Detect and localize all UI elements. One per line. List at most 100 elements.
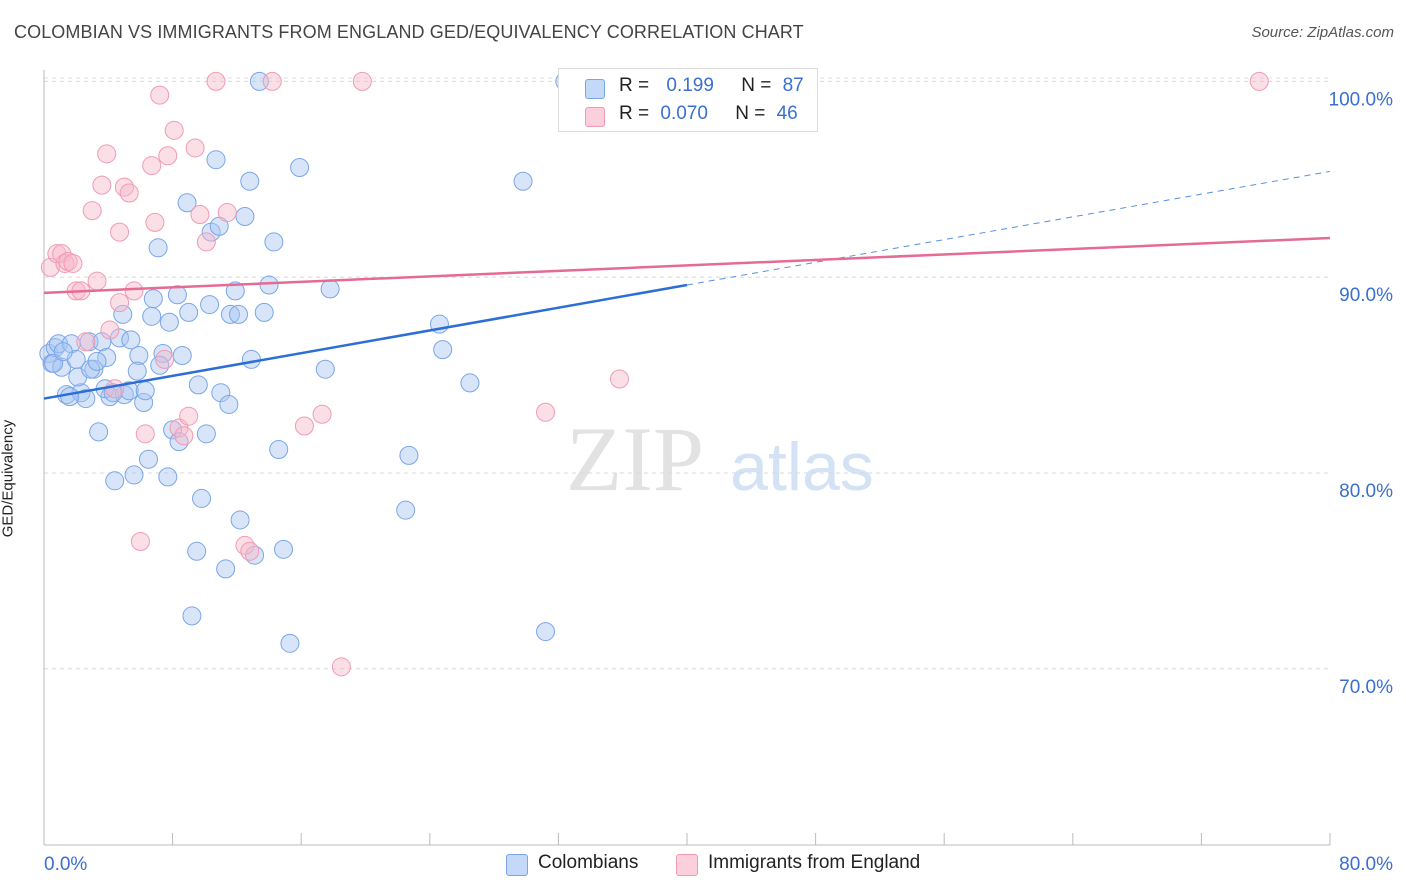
point-england xyxy=(110,222,130,242)
point-colombians xyxy=(138,449,158,469)
legend-n-label: N = xyxy=(735,103,766,124)
point-england xyxy=(142,156,162,176)
point-england xyxy=(124,281,144,301)
point-colombians xyxy=(315,359,335,379)
point-colombians xyxy=(399,445,419,465)
point-colombians xyxy=(460,373,480,393)
point-colombians xyxy=(225,281,245,301)
bottom-legend-swatch-colombians xyxy=(506,854,528,876)
point-england xyxy=(105,379,125,399)
point-england xyxy=(196,232,216,252)
point-colombians xyxy=(76,389,96,409)
point-colombians xyxy=(254,302,274,322)
trend-line-colombians-extrapolated xyxy=(686,170,1331,286)
point-colombians xyxy=(177,193,197,213)
source-label: Source: ZipAtlas.com xyxy=(1251,24,1394,41)
legend-r-value: 0.070 xyxy=(660,103,708,124)
x-tick-label-min: 0.0% xyxy=(44,854,87,875)
point-england xyxy=(150,85,170,105)
point-england xyxy=(92,175,112,195)
point-colombians xyxy=(264,232,284,252)
point-england xyxy=(145,212,165,232)
point-colombians xyxy=(148,238,168,258)
axis-ticks xyxy=(43,833,1331,845)
point-england xyxy=(158,146,178,166)
data-points xyxy=(39,71,1269,677)
point-colombians xyxy=(158,467,178,487)
y-tick-label: 80.0% xyxy=(1339,481,1393,502)
x-tick-label-max: 80.0% xyxy=(1339,854,1393,875)
point-colombians xyxy=(536,622,556,642)
point-colombians xyxy=(159,312,179,332)
point-england xyxy=(352,71,372,91)
point-england xyxy=(240,541,260,561)
point-colombians xyxy=(280,633,300,653)
point-colombians xyxy=(188,375,208,395)
point-colombians xyxy=(241,349,261,369)
point-colombians xyxy=(230,510,250,530)
grid-lines xyxy=(44,77,1330,670)
point-england xyxy=(155,349,175,369)
point-england xyxy=(312,404,332,424)
point-england xyxy=(179,406,199,426)
point-colombians xyxy=(200,295,220,315)
point-england xyxy=(331,657,351,677)
point-colombians xyxy=(216,559,236,579)
point-colombians xyxy=(127,361,147,381)
point-colombians xyxy=(167,285,187,305)
point-colombians xyxy=(259,275,279,295)
point-colombians xyxy=(113,304,133,324)
point-england xyxy=(1249,71,1269,91)
legend-n-value: 46 xyxy=(776,103,798,124)
point-colombians xyxy=(89,422,109,442)
point-england xyxy=(609,369,629,389)
point-colombians xyxy=(81,359,101,379)
point-colombians xyxy=(179,302,199,322)
trend-line-england xyxy=(43,236,1331,295)
trend-lines xyxy=(43,170,1331,400)
point-england xyxy=(536,402,556,422)
chart-title: COLOMBIAN VS IMMIGRANTS FROM ENGLAND GED… xyxy=(14,22,804,42)
watermark-atlas: atlas xyxy=(730,429,874,505)
point-england xyxy=(47,244,67,264)
point-colombians xyxy=(187,541,207,561)
point-england xyxy=(76,332,96,352)
point-colombians xyxy=(196,424,216,444)
point-colombians xyxy=(60,387,80,407)
bottom-legend-swatch-england xyxy=(676,854,698,876)
point-colombians xyxy=(172,345,192,365)
tick-labels: 70.0% 80.0% 90.0% 100.0% 0.0% 80.0% xyxy=(44,89,1393,875)
y-tick-label: 70.0% xyxy=(1339,677,1393,698)
point-colombians xyxy=(206,150,226,170)
point-colombians xyxy=(269,439,289,459)
point-colombians xyxy=(220,304,240,324)
point-england xyxy=(55,253,75,273)
point-colombians xyxy=(92,332,112,352)
point-colombians xyxy=(219,394,239,414)
point-colombians xyxy=(53,342,73,362)
point-colombians xyxy=(119,381,139,401)
legend-text-colombians: R = 0.199 N = 87 xyxy=(619,75,804,97)
point-colombians xyxy=(235,206,255,226)
point-england xyxy=(217,203,237,223)
point-england xyxy=(119,183,139,203)
point-england xyxy=(294,416,314,436)
point-england xyxy=(97,144,117,164)
point-colombians xyxy=(396,500,416,520)
point-colombians xyxy=(163,420,183,440)
legend: R = 0.199 N = 87 R = 0.070 N = 46 xyxy=(558,68,818,132)
point-colombians xyxy=(121,330,141,350)
legend-swatch-colombians xyxy=(585,79,605,99)
point-colombians xyxy=(274,539,294,559)
legend-r-label: R = xyxy=(619,75,650,96)
point-england xyxy=(135,424,155,444)
point-england xyxy=(87,271,107,291)
point-england xyxy=(110,293,130,313)
point-colombians xyxy=(320,279,340,299)
trend-line-colombians xyxy=(43,283,688,400)
point-colombians xyxy=(143,289,163,309)
legend-n-label: N = xyxy=(741,75,772,96)
point-colombians xyxy=(290,158,310,178)
point-colombians xyxy=(87,351,107,371)
